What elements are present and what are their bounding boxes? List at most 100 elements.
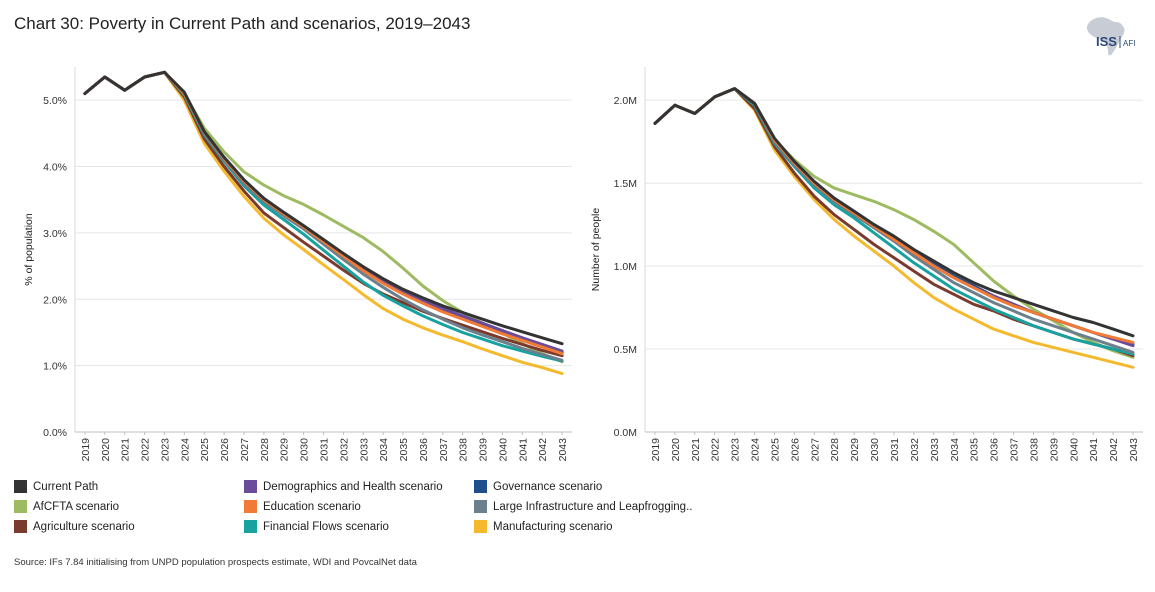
legend-item: AfCFTA scenario	[14, 500, 119, 513]
x-tick-label: 2042	[1108, 438, 1120, 462]
x-tick-label: 2038	[458, 438, 470, 462]
y-tick-label: 0.0M	[614, 427, 637, 439]
x-tick-label: 2028	[829, 438, 841, 462]
legend-label: Large Infrastructure and Leapfrogging..	[493, 500, 693, 513]
x-tick-label: 2029	[849, 438, 861, 462]
x-tick-label: 2035	[398, 438, 410, 462]
legend-label: Demographics and Health scenario	[263, 480, 443, 493]
x-tick-label: 2030	[299, 438, 311, 462]
legend-swatch	[244, 500, 257, 513]
x-tick-label: 2024	[179, 438, 191, 462]
x-tick-label: 2023	[730, 438, 742, 462]
chart-title: Chart 30: Poverty in Current Path and sc…	[14, 14, 471, 33]
legend-item: Education scenario	[244, 500, 361, 513]
chart-right-people: 0.0M 0.5M 1.0M 1.5M 2.0M 2019 2020 2021 2022 2023…	[590, 67, 1143, 461]
x-tick-label: 2031	[889, 438, 901, 462]
series-line-agriculture-scenario	[653, 87, 1135, 358]
legend-item: Manufacturing scenario	[474, 520, 613, 533]
iss-afi-logo: ISS AFI	[1086, 17, 1135, 56]
series-line-afcfta-scenario	[83, 70, 564, 364]
legend-swatch	[14, 480, 27, 493]
legend-swatch	[14, 500, 27, 513]
legend-item: Current Path	[14, 480, 98, 493]
x-tick-label: 2036	[989, 438, 1001, 462]
x-tick-label: 2025	[769, 438, 781, 462]
x-tick-label: 2019	[650, 438, 662, 462]
legend-label: Financial Flows scenario	[263, 520, 389, 533]
legend-item: Demographics and Health scenario	[244, 480, 443, 493]
x-tick-label: 2025	[199, 438, 211, 462]
y-tick-label: 1.0%	[43, 361, 67, 373]
legend-item: Governance scenario	[474, 480, 602, 493]
y-tick-label: 3.0%	[43, 228, 67, 240]
legend-label: Current Path	[33, 480, 99, 493]
legend-item: Financial Flows scenario	[244, 520, 389, 533]
legend-swatch	[474, 480, 487, 493]
legend-swatch	[474, 500, 487, 513]
series-line-education-scenario	[653, 87, 1135, 344]
logo-main-text: ISS	[1096, 34, 1117, 49]
x-tick-label: 2022	[710, 438, 722, 462]
x-tick-label: 2032	[338, 438, 350, 462]
legend-label: Education scenario	[263, 500, 361, 513]
x-tick-label: 2020	[670, 438, 682, 462]
x-tick-label: 2043	[557, 438, 569, 462]
x-tick-label: 2037	[1009, 438, 1021, 462]
y-tick-label: 2.0M	[614, 95, 637, 107]
legend-swatch	[244, 520, 257, 533]
x-tick-label: 2038	[1028, 438, 1040, 462]
chart-left-percent: 0.0% 1.0% 2.0% 3.0% 4.0% 5.0% 2019 2020 2021 2022…	[23, 67, 572, 461]
x-tick-label: 2022	[140, 438, 152, 462]
x-tick-label: 2043	[1128, 438, 1140, 462]
legend-label: AfCFTA scenario	[33, 500, 120, 513]
x-tick-label: 2029	[279, 438, 291, 462]
x-tick-label: 2028	[259, 438, 271, 462]
y-tick-label: 0.5M	[614, 344, 637, 356]
y-tick-label: 0.0%	[43, 427, 67, 439]
x-tick-label: 2026	[789, 438, 801, 462]
x-tick-label: 2027	[239, 438, 251, 462]
x-tick-label: 2042	[537, 438, 549, 462]
x-tick-label: 2037	[438, 438, 450, 462]
x-tick-label: 2033	[358, 438, 370, 462]
y-axis-title-left: % of population	[23, 213, 35, 286]
legend: Current Path Demographics and Health scen…	[14, 480, 774, 542]
series-line-demographics-and-health-scenario	[83, 70, 564, 353]
series-line-demographics-and-health-scenario	[653, 87, 1135, 348]
legend-swatch	[474, 520, 487, 533]
x-tick-label: 2040	[1068, 438, 1080, 462]
x-tick-label: 2021	[690, 438, 702, 462]
x-tick-label: 2040	[497, 438, 509, 462]
y-tick-label: 5.0%	[43, 95, 67, 107]
series-line-governance-scenario	[653, 87, 1135, 346]
series-line-current-path	[653, 87, 1135, 338]
x-tick-label: 2033	[929, 438, 941, 462]
x-tick-label: 2023	[159, 438, 171, 462]
series-line-current-path	[83, 70, 564, 346]
legend-item: Large Infrastructure and Leapfrogging..	[474, 500, 692, 513]
x-tick-label: 2041	[517, 438, 529, 462]
x-tick-label: 2039	[1048, 438, 1060, 462]
y-tick-label: 1.0M	[614, 261, 637, 273]
legend-label: Manufacturing scenario	[493, 520, 613, 533]
series-line-education-scenario	[83, 70, 564, 356]
x-tick-label: 2020	[100, 438, 112, 462]
series-line-afcfta-scenario	[653, 87, 1135, 359]
africa-map-icon	[1086, 17, 1125, 56]
logo-sub-text: AFI	[1123, 39, 1135, 48]
x-tick-label: 2024	[750, 438, 762, 462]
y-tick-label: 2.0%	[43, 294, 67, 306]
x-tick-label: 2026	[219, 438, 231, 462]
legend-swatch	[14, 520, 27, 533]
x-tick-label: 2021	[120, 438, 132, 462]
x-tick-label: 2039	[478, 438, 490, 462]
legend-label: Agriculture scenario	[33, 520, 135, 533]
source-note: Source: IFs 7.84 initialising from UNPD …	[14, 557, 417, 568]
x-tick-label: 2031	[319, 438, 331, 462]
x-tick-label: 2034	[378, 438, 390, 462]
y-tick-label: 1.5M	[614, 178, 637, 190]
charts-canvas: 0.0% 1.0% 2.0% 3.0% 4.0% 5.0% 2019 2020 2021 2022…	[23, 67, 1143, 461]
series-line-governance-scenario	[83, 70, 564, 354]
x-tick-label: 2027	[809, 438, 821, 462]
x-tick-label: 2030	[869, 438, 881, 462]
